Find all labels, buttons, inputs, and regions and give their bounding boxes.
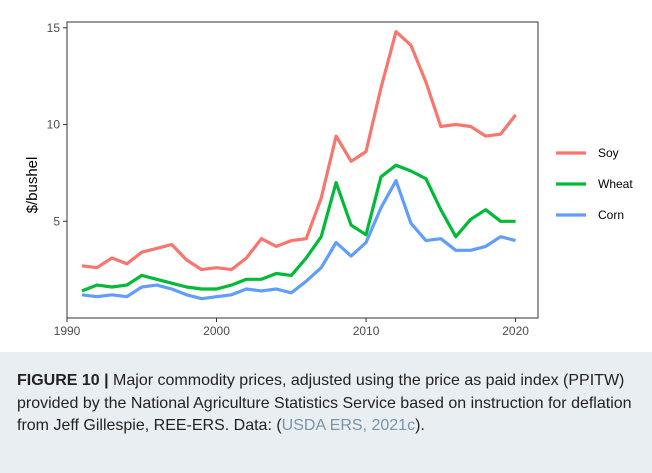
y-tick-label: 10 — [47, 118, 61, 132]
figure-caption: FIGURE 10 | Major commodity prices, adju… — [17, 370, 642, 438]
y-tick-label: 5 — [53, 214, 60, 228]
series-line-soy — [81, 30, 517, 272]
x-tick-label: 1990 — [54, 324, 81, 338]
caption-citation-link[interactable]: USDA ERS, 2021c — [281, 417, 416, 434]
caption-text: Major commodity prices, adjusted using t… — [17, 372, 632, 434]
caption-end: ). — [415, 417, 425, 434]
legend-label-soy: Soy — [598, 146, 619, 160]
caption-figure-label: FIGURE 10 | — [17, 372, 109, 389]
plot-border — [66, 21, 539, 319]
legend-label-wheat: Wheat — [598, 177, 633, 191]
y-axis-label: $/bushel — [24, 157, 41, 214]
x-tick-label: 2020 — [502, 324, 529, 338]
series-line-corn — [81, 179, 517, 301]
line-chart: 1990 2000 2010 2020 5 10 15 $/bushel Soy Wheat C… — [24, 21, 633, 338]
legend-label-corn: Corn — [598, 208, 624, 222]
y-tick-label: 15 — [47, 21, 61, 35]
series-line-wheat — [81, 163, 516, 293]
x-tick-label: 2010 — [353, 324, 380, 338]
plot-panel: 1990 2000 2010 2020 5 10 15 $/bushel Soy Wheat C… — [0, 0, 652, 352]
x-tick-label: 2000 — [203, 324, 230, 338]
